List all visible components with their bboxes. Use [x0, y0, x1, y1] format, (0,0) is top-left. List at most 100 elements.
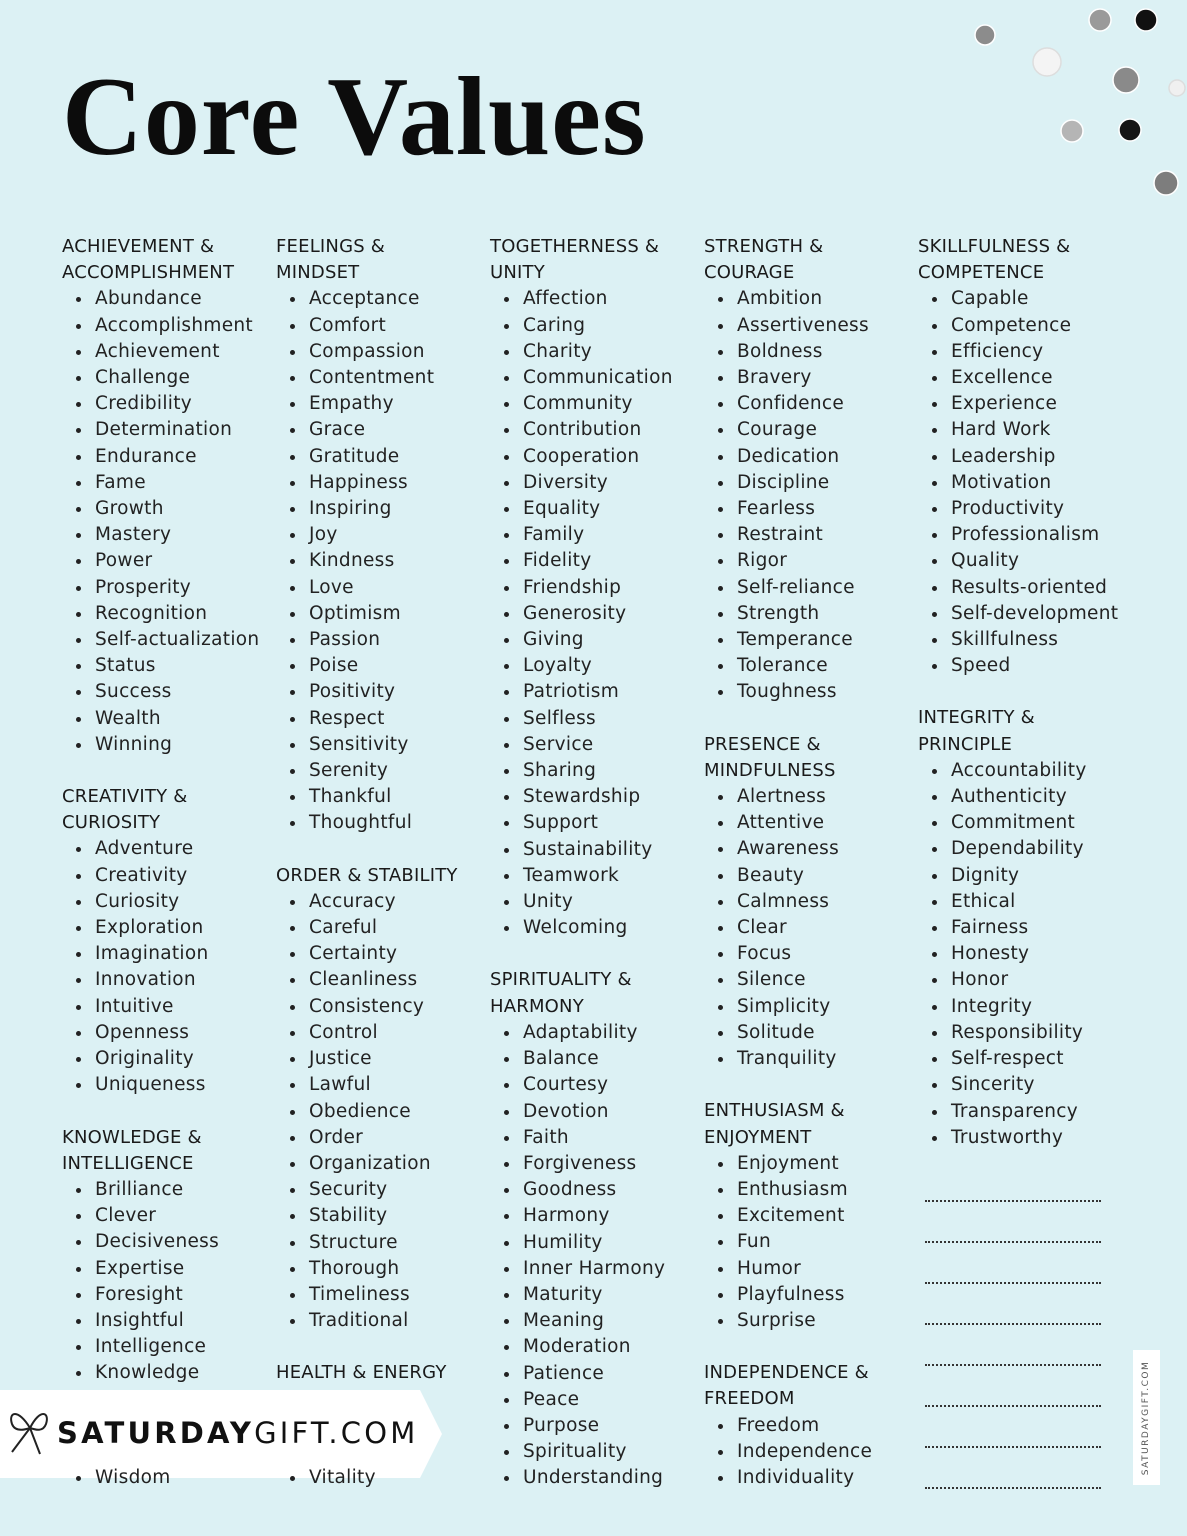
value-item: Creativity: [62, 863, 272, 889]
blank-line: [925, 1446, 1101, 1448]
value-item: Clever: [62, 1203, 272, 1229]
value-item: Endurance: [62, 444, 272, 470]
value-item: Freedom: [704, 1413, 914, 1439]
value-item: Compassion: [276, 339, 486, 365]
value-item: Accomplishment: [62, 313, 272, 339]
value-item: Caring: [490, 313, 700, 339]
title: Core Values: [62, 55, 647, 179]
value-item: Moderation: [490, 1334, 700, 1360]
value-item: Tranquility: [704, 1046, 914, 1072]
category: ORDER & STABILITY Accuracy Careful Certaint…: [276, 863, 486, 1335]
value-item: Awareness: [704, 836, 914, 862]
heading-line: CREATIVITY &: [62, 786, 188, 808]
value-item: Fairness: [918, 915, 1128, 941]
value-item: Support: [490, 810, 700, 836]
value-item: Purpose: [490, 1413, 700, 1439]
value-item: Innovation: [62, 967, 272, 993]
value-item: Maturity: [490, 1282, 700, 1308]
value-item: Security: [276, 1177, 486, 1203]
column: SKILLFULNESS & COMPETENCE Capable Competenc…: [918, 234, 1128, 1177]
value-item: Achievement: [62, 339, 272, 365]
value-item: Timeliness: [276, 1282, 486, 1308]
value-item: Wealth: [62, 706, 272, 732]
value-list: Abundance Accomplishment Achievement Challe…: [62, 286, 272, 758]
value-list: Capable Competence Efficiency Excellence Exp…: [918, 286, 1128, 679]
value-item: Spirituality: [490, 1439, 700, 1465]
value-item: Empathy: [276, 391, 486, 417]
value-item: Adaptability: [490, 1020, 700, 1046]
value-item: Excitement: [704, 1203, 914, 1229]
value-item: Fun: [704, 1229, 914, 1255]
category-heading: FEELINGS & MINDSET: [276, 234, 486, 286]
value-item: Humility: [490, 1230, 700, 1256]
value-item: Exploration: [62, 915, 272, 941]
value-item: Intelligence: [62, 1334, 272, 1360]
side-mark: SATURDAYGIFT.COM: [1141, 1360, 1151, 1476]
value-item: Beauty: [704, 863, 914, 889]
value-item: Calmness: [704, 889, 914, 915]
heading-line: ACCOMPLISHMENT: [62, 262, 235, 284]
category-heading: KNOWLEDGE & INTELLIGENCE: [62, 1125, 272, 1177]
value-item: Power: [62, 548, 272, 574]
value-item: Surprise: [704, 1308, 914, 1334]
value-item: Vitality: [276, 1465, 486, 1491]
value-item: Thankful: [276, 784, 486, 810]
heading-line: UNITY: [490, 262, 545, 284]
category: ACHIEVEMENT & ACCOMPLISHMENT Abundance Acco…: [62, 234, 272, 758]
value-item: Ethical: [918, 889, 1128, 915]
value-item: Comfort: [276, 313, 486, 339]
confetti: [974, 8, 1186, 196]
value-item: Serenity: [276, 758, 486, 784]
value-item: Understanding: [490, 1465, 700, 1491]
heading-line: SPIRITUALITY &: [490, 969, 632, 991]
value-item: Silence: [704, 967, 914, 993]
value-item: Loyalty: [490, 653, 700, 679]
value-item: Enthusiasm: [704, 1177, 914, 1203]
value-item: Experience: [918, 391, 1128, 417]
value-item: Teamwork: [490, 863, 700, 889]
value-item: Consistency: [276, 994, 486, 1020]
category-heading: SKILLFULNESS & COMPETENCE: [918, 234, 1128, 286]
value-item: Productivity: [918, 496, 1128, 522]
value-list: Vitality: [276, 1465, 486, 1491]
value-item: Temperance: [704, 627, 914, 653]
value-item: Originality: [62, 1046, 272, 1072]
category-heading: ENTHUSIASM & ENJOYMENT: [704, 1098, 914, 1150]
value-item: Recognition: [62, 601, 272, 627]
value-item: Expertise: [62, 1256, 272, 1282]
value-item: Credibility: [62, 391, 272, 417]
value-item: Success: [62, 679, 272, 705]
value-item: Unity: [490, 889, 700, 915]
value-item: Justice: [276, 1046, 486, 1072]
value-item: Transparency: [918, 1099, 1128, 1125]
value-item: Curiosity: [62, 889, 272, 915]
heading-line: ACHIEVEMENT &: [62, 236, 215, 257]
category: SKILLFULNESS & COMPETENCE Capable Competenc…: [918, 234, 1128, 679]
value-item: Focus: [704, 941, 914, 967]
value-item: Motivation: [918, 470, 1128, 496]
value-item: Assertiveness: [704, 313, 914, 339]
value-item: Solitude: [704, 1020, 914, 1046]
heading-line: MINDSET: [276, 262, 360, 284]
value-item: Speed: [918, 653, 1128, 679]
value-item: Simplicity: [704, 994, 914, 1020]
value-item: Faith: [490, 1125, 700, 1151]
value-item: Family: [490, 522, 700, 548]
column: TOGETHERNESS & UNITY Affection Caring Charit…: [490, 234, 700, 1518]
value-item: Wisdom: [62, 1465, 272, 1491]
value-item: Strength: [704, 601, 914, 627]
category: ENTHUSIASM & ENJOYMENT Enjoyment Enthusiasm…: [704, 1098, 914, 1334]
value-item: Optimism: [276, 601, 486, 627]
value-item: Authenticity: [918, 784, 1128, 810]
logo-banner: [0, 1390, 442, 1478]
value-item: Enjoyment: [704, 1151, 914, 1177]
blank-line: [925, 1405, 1101, 1407]
value-item: Inspiring: [276, 496, 486, 522]
value-item: Service: [490, 732, 700, 758]
value-item: Toughness: [704, 679, 914, 705]
column: FEELINGS & MINDSET Acceptance Comfort Compas…: [276, 234, 486, 1517]
category: FEELINGS & MINDSET Acceptance Comfort Compas…: [276, 234, 486, 837]
category: PRESENCE & MINDFULNESS Alertness Attentive A…: [704, 732, 914, 1073]
value-item: Welcoming: [490, 915, 700, 941]
